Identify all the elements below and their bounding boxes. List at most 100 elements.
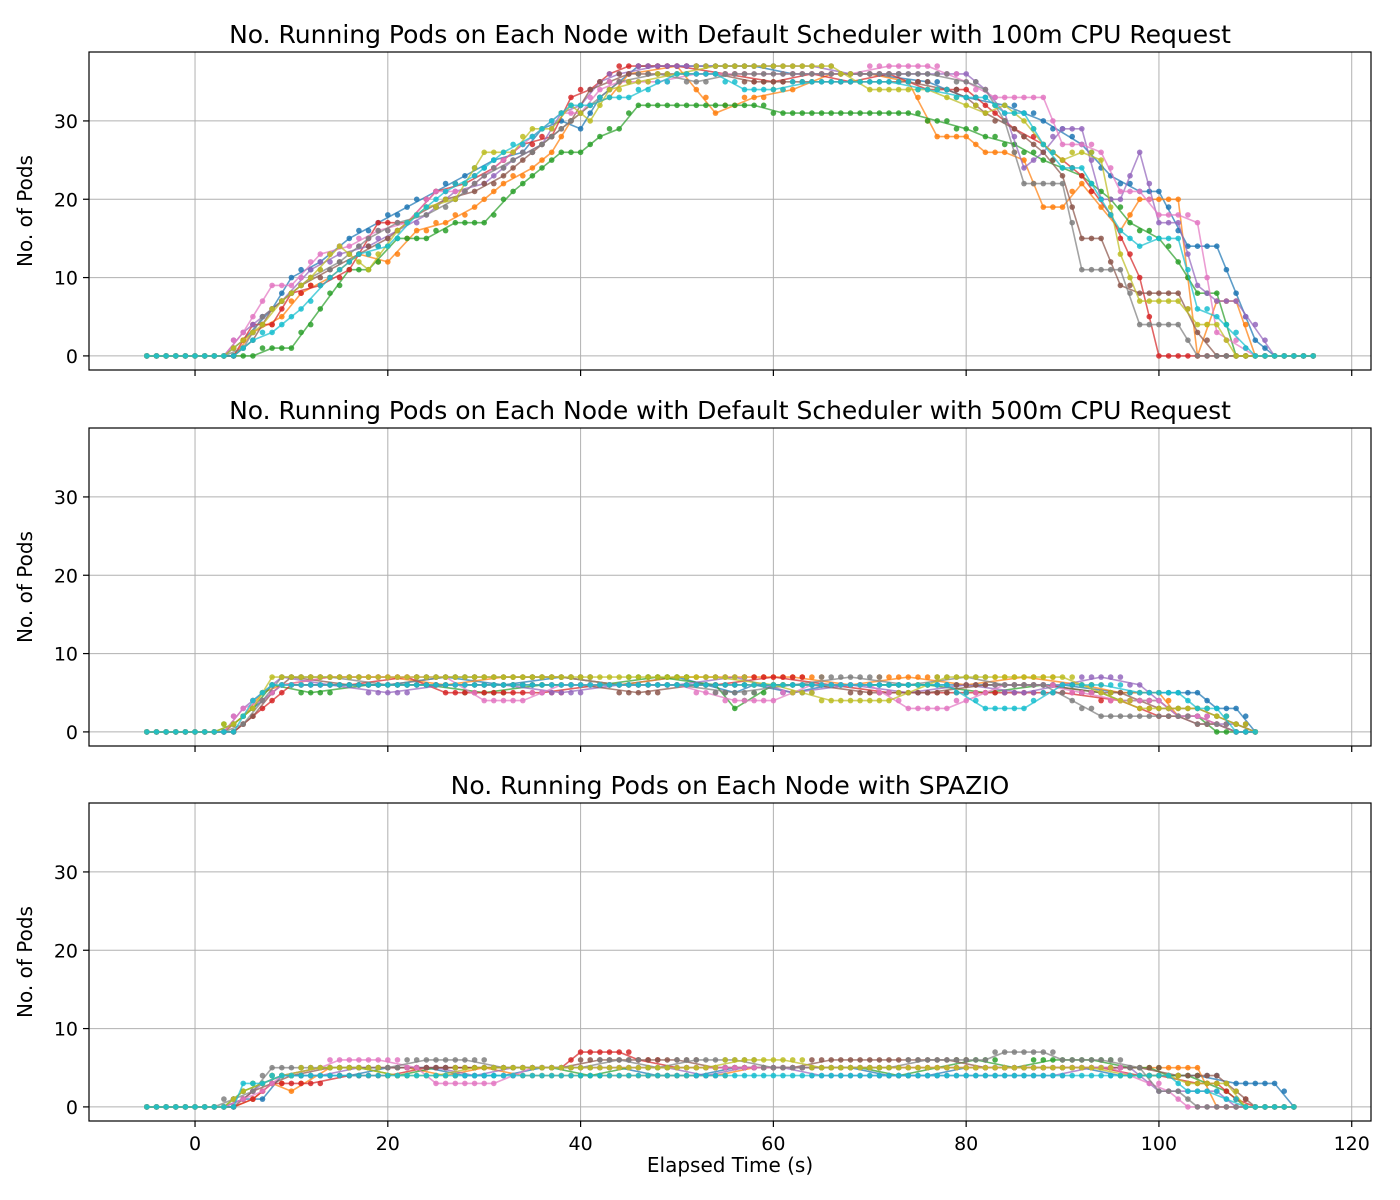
data-point	[587, 682, 593, 688]
data-point	[327, 274, 333, 281]
data-point	[915, 86, 921, 93]
data-point	[1069, 697, 1075, 704]
data-point	[838, 1064, 844, 1071]
data-point	[356, 227, 362, 234]
data-point	[905, 1064, 912, 1071]
data-point	[259, 697, 266, 704]
data-point	[452, 682, 459, 688]
data-point	[780, 682, 786, 688]
data-point	[838, 110, 844, 116]
data-point	[1136, 713, 1143, 719]
data-point	[346, 682, 353, 688]
data-point	[1117, 188, 1124, 195]
data-point	[1233, 1080, 1239, 1087]
y-tick-label: 0	[66, 1097, 78, 1119]
data-point	[1021, 94, 1027, 101]
data-point	[597, 86, 603, 93]
data-point	[1175, 1072, 1181, 1079]
data-point	[703, 102, 709, 109]
data-point	[789, 1057, 796, 1063]
data-point	[394, 1064, 401, 1071]
data-point	[597, 1057, 603, 1063]
data-point	[279, 674, 285, 680]
axes-frame	[88, 51, 1372, 371]
chart-panel-spazio: No. Running Pods on Each Node with SPAZI…	[13, 771, 1372, 1177]
data-point	[799, 71, 806, 77]
data-point	[1079, 1072, 1085, 1079]
data-point	[336, 1072, 343, 1079]
data-point	[1194, 1088, 1201, 1094]
series-line	[146, 73, 1314, 357]
data-point	[1194, 353, 1201, 359]
data-point	[963, 689, 969, 696]
data-point	[722, 79, 728, 85]
data-point	[809, 110, 815, 116]
data-point	[1001, 674, 1008, 680]
data-point	[577, 682, 584, 688]
data-point	[1156, 235, 1162, 242]
data-point	[1233, 329, 1239, 336]
data-point	[944, 118, 950, 124]
data-point	[1098, 689, 1104, 696]
data-point	[818, 63, 825, 69]
data-point	[1242, 721, 1249, 727]
x-axis-label: Elapsed Time (s)	[647, 1153, 813, 1177]
data-point	[732, 1072, 738, 1079]
data-point	[867, 63, 873, 69]
data-point	[1050, 149, 1056, 156]
data-point	[693, 1057, 700, 1063]
data-point	[279, 290, 285, 297]
data-point	[1030, 149, 1037, 156]
data-point	[288, 274, 295, 281]
data-point	[857, 1064, 863, 1071]
data-point	[770, 110, 777, 116]
data-point	[539, 141, 545, 148]
data-point	[1107, 259, 1114, 265]
data-point	[1262, 1080, 1268, 1087]
data-point	[751, 674, 757, 680]
data-point	[895, 1057, 902, 1063]
data-point	[1098, 1072, 1104, 1079]
data-point	[1001, 689, 1008, 696]
data-point	[317, 1064, 324, 1071]
data-point	[1156, 212, 1162, 218]
data-point	[1040, 149, 1047, 156]
data-point	[558, 682, 565, 688]
data-point	[809, 674, 815, 680]
data-point	[153, 353, 160, 359]
data-point	[423, 1072, 430, 1079]
data-point	[365, 1057, 372, 1063]
data-point	[1050, 1072, 1056, 1079]
data-point	[529, 1064, 536, 1071]
data-point	[722, 71, 728, 77]
data-point	[760, 71, 767, 77]
data-point	[789, 1072, 796, 1079]
data-point	[1136, 1064, 1143, 1071]
data-point	[1088, 1072, 1095, 1079]
data-point	[838, 1057, 844, 1063]
data-point	[462, 1072, 468, 1079]
data-point	[1098, 157, 1104, 163]
data-point	[616, 1049, 622, 1055]
data-point	[568, 1064, 574, 1071]
data-point	[780, 1072, 786, 1079]
data-point	[809, 682, 815, 688]
data-point	[568, 118, 574, 124]
data-point	[240, 713, 246, 719]
data-point	[876, 110, 883, 116]
data-point	[963, 1072, 969, 1079]
data-point	[953, 1064, 960, 1071]
data-point	[307, 266, 314, 273]
data-point	[288, 290, 295, 297]
data-point	[635, 102, 642, 109]
data-point	[375, 243, 382, 249]
data-point	[616, 94, 622, 101]
data-point	[693, 682, 700, 688]
data-point	[491, 173, 497, 179]
data-point	[963, 71, 969, 77]
data-point	[905, 63, 912, 69]
data-point	[529, 141, 536, 148]
data-point	[982, 94, 989, 101]
data-point	[1165, 713, 1172, 719]
data-point	[1059, 1072, 1066, 1079]
